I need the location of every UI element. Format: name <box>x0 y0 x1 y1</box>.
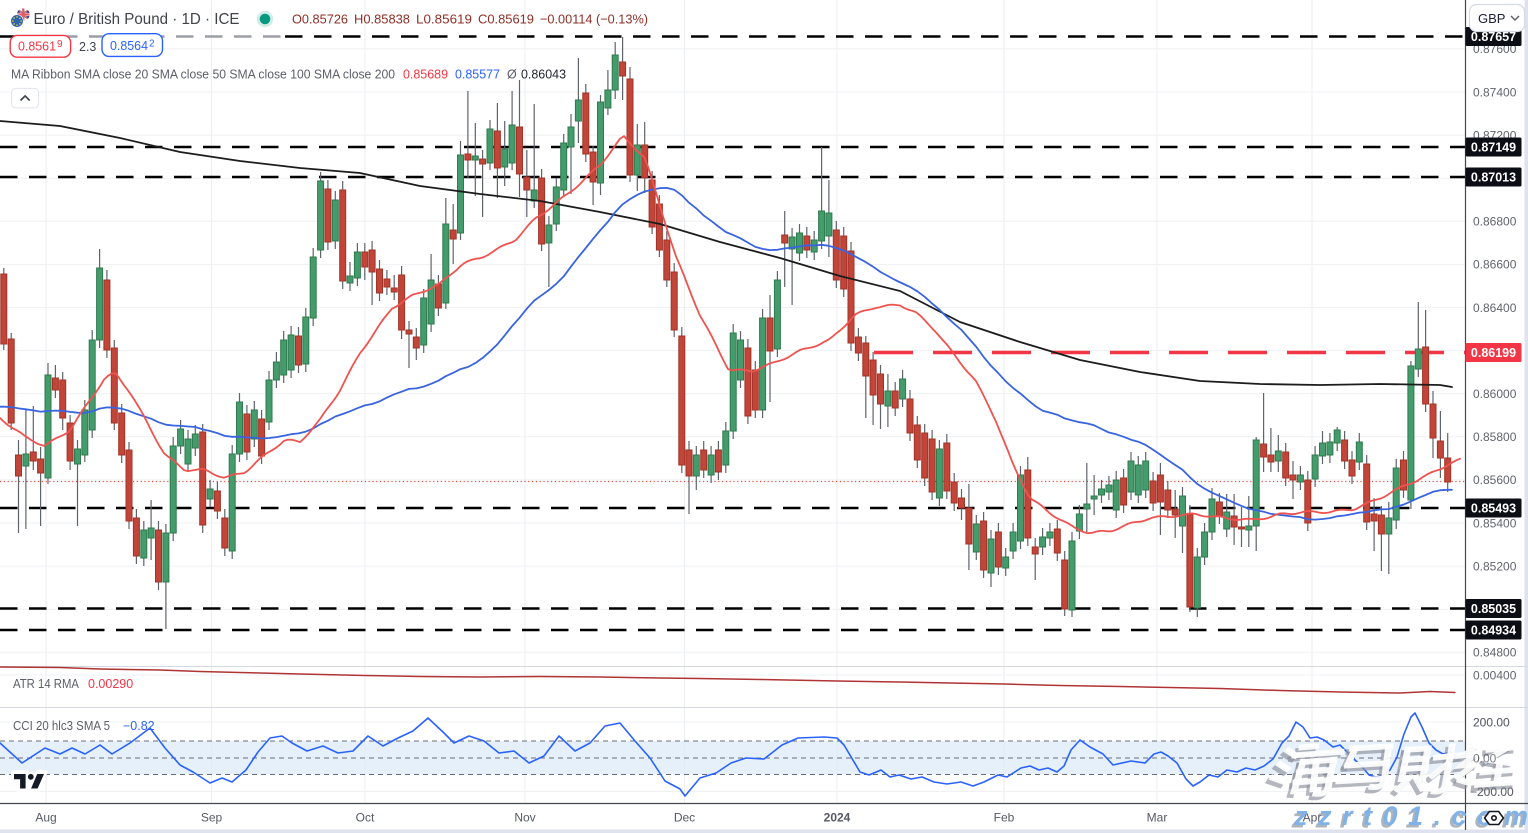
svg-text:0.84800: 0.84800 <box>1473 646 1517 660</box>
svg-text:L0.85619: L0.85619 <box>416 12 472 27</box>
svg-text:−200.00: −200.00 <box>1470 785 1514 799</box>
svg-text:Sep: Sep <box>201 811 223 825</box>
svg-text:0.8561: 0.8561 <box>18 39 56 54</box>
svg-text:0.00290: 0.00290 <box>88 677 133 691</box>
svg-text:0.85689: 0.85689 <box>403 68 448 82</box>
svg-text:0.86600: 0.86600 <box>1473 258 1517 272</box>
svg-text:Oct: Oct <box>356 811 375 825</box>
svg-text:C0.85619: C0.85619 <box>478 12 534 27</box>
svg-text:0.86400: 0.86400 <box>1473 301 1517 315</box>
svg-text:200.00: 200.00 <box>1473 715 1510 729</box>
svg-text:Apr: Apr <box>1303 811 1322 825</box>
svg-text:0.85493: 0.85493 <box>1471 502 1516 516</box>
svg-text:0.87013: 0.87013 <box>1471 171 1516 185</box>
svg-text:9: 9 <box>57 39 63 50</box>
svg-text:CCI 20 hlc3 SMA 5: CCI 20 hlc3 SMA 5 <box>13 719 110 733</box>
svg-text:Aug: Aug <box>35 811 56 825</box>
svg-text:Feb: Feb <box>994 811 1015 825</box>
svg-text:Euro / British Pound · 1D · IC: Euro / British Pound · 1D · ICE <box>34 11 240 28</box>
svg-text:0.86800: 0.86800 <box>1473 215 1517 229</box>
svg-text:MA Ribbon SMA close 20 SMA clo: MA Ribbon SMA close 20 SMA close 50 SMA … <box>11 68 395 82</box>
svg-text:0.85200: 0.85200 <box>1473 559 1517 573</box>
svg-text:0.00400: 0.00400 <box>1473 668 1517 682</box>
svg-text:0.85577: 0.85577 <box>455 68 500 82</box>
svg-text:200.00: 200.00 <box>1473 715 1510 729</box>
svg-text:ATR 14 RMA: ATR 14 RMA <box>13 677 80 691</box>
svg-text:0.8564: 0.8564 <box>110 38 148 53</box>
svg-text:0.84934: 0.84934 <box>1471 624 1516 638</box>
svg-text:0.85035: 0.85035 <box>1471 602 1516 616</box>
svg-text:0.85400: 0.85400 <box>1473 516 1517 530</box>
svg-text:0.87149: 0.87149 <box>1471 141 1516 155</box>
svg-text:GBP: GBP <box>1478 11 1505 26</box>
svg-text:0.87657: 0.87657 <box>1471 30 1516 44</box>
svg-text:Nov: Nov <box>514 811 535 825</box>
svg-text:−0.00114 (−0.13%): −0.00114 (−0.13%) <box>540 12 648 27</box>
svg-text:0.00: 0.00 <box>1473 751 1497 765</box>
svg-text:0.87400: 0.87400 <box>1473 85 1517 99</box>
svg-text:−0.82: −0.82 <box>123 719 155 733</box>
svg-text:Ø: Ø <box>507 68 517 82</box>
svg-text:2.3: 2.3 <box>79 40 96 54</box>
svg-text:H0.85838: H0.85838 <box>354 12 410 27</box>
svg-text:Dec: Dec <box>674 811 695 825</box>
svg-text:0.86000: 0.86000 <box>1473 387 1517 401</box>
svg-text:Mar: Mar <box>1147 811 1168 825</box>
svg-text:0.85600: 0.85600 <box>1473 473 1517 487</box>
svg-text:0.86199: 0.86199 <box>1471 346 1516 360</box>
svg-text:2024: 2024 <box>824 811 851 825</box>
svg-text:2: 2 <box>149 39 155 50</box>
svg-text:0.85800: 0.85800 <box>1473 430 1517 444</box>
svg-text:O0.85726: O0.85726 <box>292 12 348 27</box>
svg-text:0.86043: 0.86043 <box>521 68 566 82</box>
